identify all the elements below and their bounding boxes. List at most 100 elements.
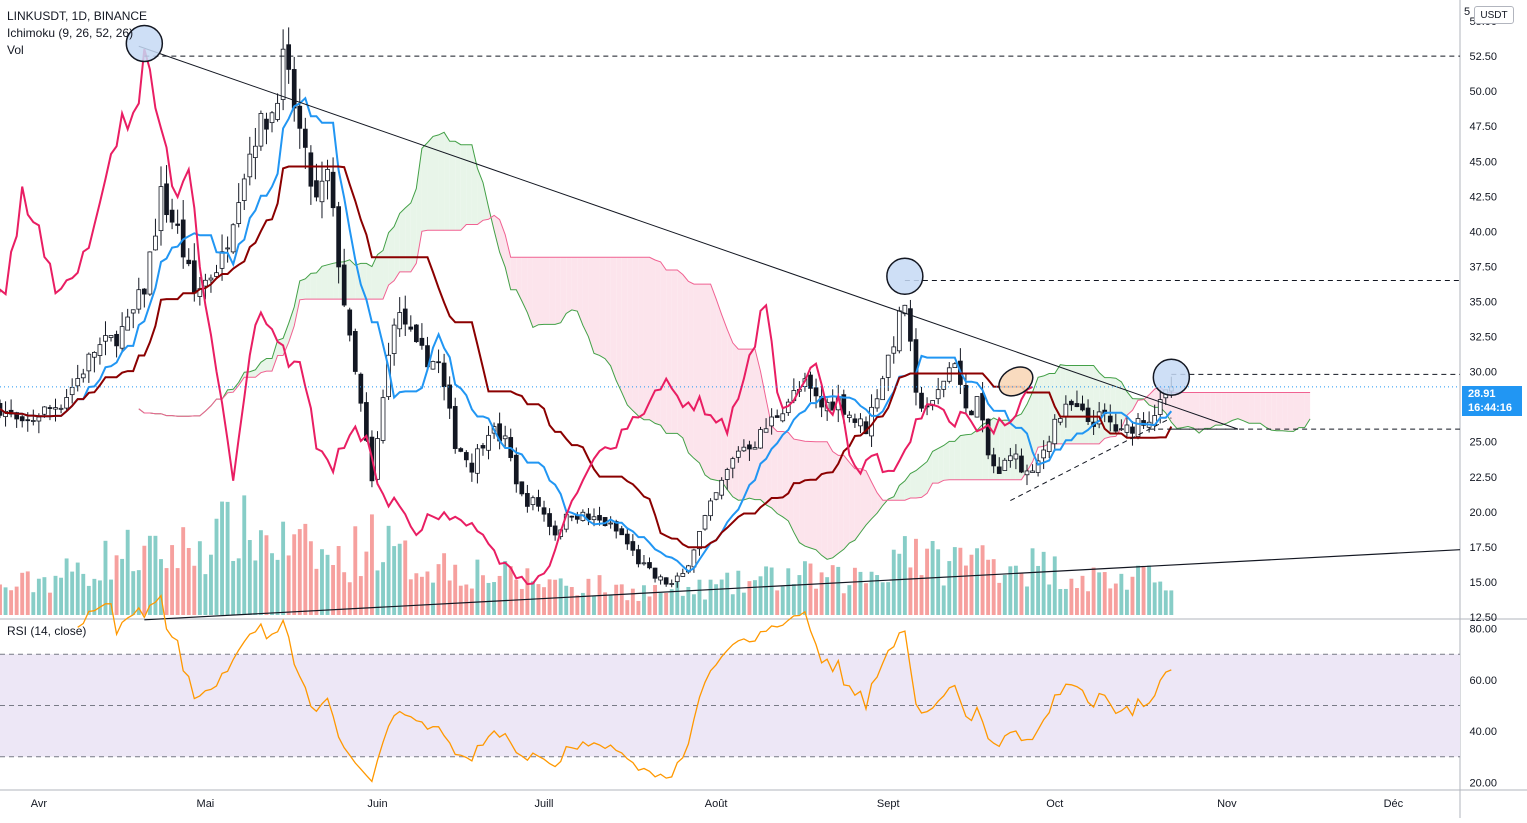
volume-bar [276,560,280,615]
volume-bar [648,596,652,615]
candle-up [1042,450,1046,458]
volume-bar [9,590,13,615]
price-axis-label: 50.00 [1469,86,1497,98]
cloud-bear-segment [860,469,866,533]
volume-bar [520,589,524,615]
cloud-bear-segment [644,257,650,419]
candle-up [326,169,330,180]
volume-legend[interactable]: Vol [7,42,24,58]
volume-bar [287,555,291,615]
candle-down [1081,404,1085,410]
volume-bar [992,559,996,615]
candle-down [631,542,635,551]
volume-bar [281,522,285,615]
candle-down [1020,456,1024,472]
cloud-bear-segment [838,455,844,553]
volume-bar [398,544,402,615]
volume-bar [892,550,896,615]
volume-bar [59,578,63,615]
volume-bar [831,565,835,615]
volume-bar [1025,586,1029,615]
volume-bar [192,566,196,615]
candle-up [126,317,130,330]
cloud-bear-segment [849,462,855,543]
volume-bar [564,586,568,615]
volume-bar [1047,584,1051,615]
volume-bar [1169,590,1173,615]
cloud-bear-segment [577,257,583,325]
candle-down [747,445,751,449]
volume-bar [936,549,940,615]
cloud-bear-segment [677,270,683,438]
volume-bar [453,565,457,615]
cloud-bull-segment [328,263,334,299]
volume-bar [1097,572,1101,615]
candle-up [248,154,252,177]
cloud-bear-segment [733,343,739,500]
volume-bar [65,558,69,615]
volume-bar [592,596,596,615]
price-axis-label: 12.50 [1469,612,1497,624]
candle-up [76,379,80,386]
cloud-bear-segment [544,257,550,324]
cloud-bear-segment [749,349,755,500]
rsi-axis-label: 80.00 [1469,624,1497,636]
time-axis-label: Août [705,798,728,810]
volume-bar [1069,579,1073,615]
volume-bar [531,581,535,615]
volume-bar [653,585,657,615]
candle-up [159,187,163,231]
volume-bar [498,576,502,615]
volume-bar [253,560,257,615]
currency-selector[interactable]: USDT [1474,6,1514,24]
cloud-bear-segment [633,257,639,416]
candle-down [992,455,996,466]
candle-up [770,417,774,426]
cloud-bear-segment [1299,393,1305,428]
volume-bar [1058,589,1062,615]
volume-bar [87,586,91,615]
cloud-bear-segment [672,270,678,433]
volume-bar [759,576,763,615]
candle-up [1025,471,1029,475]
ichimoku-legend[interactable]: Ichimoku (9, 26, 52, 26) [7,25,133,41]
volume-bar [0,584,2,615]
cloud-bear-segment [505,235,511,290]
rsi-legend[interactable]: RSI (14, close) [7,624,86,638]
cloud-bull-segment [955,436,961,480]
cloud-bull-segment [933,448,939,483]
candle-up [281,49,285,99]
volume-bar [586,579,590,615]
cloud-bear-segment [666,270,672,433]
volume-bar [797,575,801,615]
time-axis-label: Juin [367,798,387,810]
candle-down [292,69,296,108]
volume-bar [836,567,840,615]
volume-bar [1119,574,1123,615]
volume-bar [487,583,491,615]
volume-bar [464,585,468,615]
volume-bar [353,526,357,615]
volume-bar [448,581,452,615]
candle-up [54,408,58,410]
volume-bar [81,574,85,615]
volume-bar [942,585,946,615]
volume-bar [414,573,418,615]
volume-bar [986,560,990,615]
price-axis-label: 32.50 [1469,332,1497,344]
candle-up [714,493,718,500]
cloud-bear-segment [805,441,811,548]
highlight-circle-blue [887,258,923,294]
volume-bar [725,573,729,615]
rsi-axis-label: 40.00 [1469,726,1497,738]
price-axis-label: 15.00 [1469,577,1497,589]
volume-bar [820,572,824,615]
cloud-bear-segment [711,284,717,480]
volume-bar [853,568,857,615]
price-axis-label: 42.50 [1469,191,1497,203]
price-axis-label: 47.50 [1469,121,1497,133]
volume-bar [176,568,180,615]
candle-down [853,419,857,423]
